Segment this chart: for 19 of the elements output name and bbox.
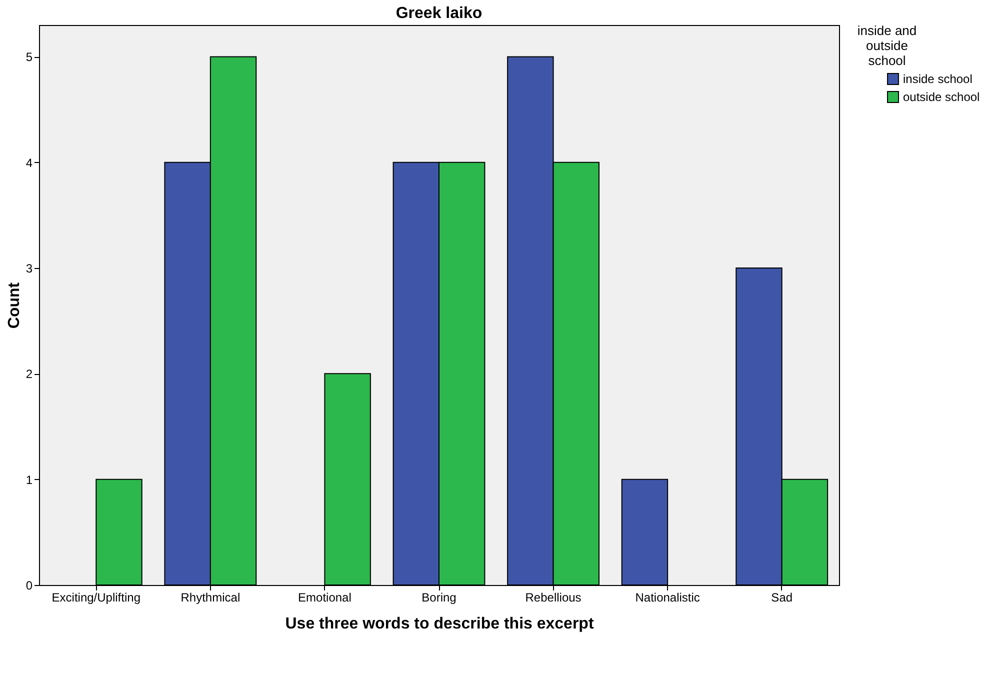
x-tick-label: Emotional xyxy=(298,590,352,604)
x-tick-label: Exciting/Uplifting xyxy=(52,590,140,604)
legend-label: inside school xyxy=(903,72,972,86)
x-axis-title: Use three words to describe this excerpt xyxy=(285,616,594,632)
y-tick-label: 2 xyxy=(26,367,33,382)
legend-title: inside and outside school xyxy=(857,23,917,68)
x-tick-label: Boring xyxy=(422,590,456,604)
y-tick-label: 5 xyxy=(26,50,33,64)
x-tick-label: Rhythmical xyxy=(180,590,240,604)
y-tick-label: 1 xyxy=(26,472,33,487)
y-tick-label: 4 xyxy=(26,156,33,170)
x-tick-label: Rebellious xyxy=(525,590,582,604)
y-tick-label: 0 xyxy=(26,578,33,592)
x-tick-label: Nationalistic xyxy=(635,590,700,604)
y-axis-title: Count xyxy=(6,282,23,329)
y-tick-label: 3 xyxy=(26,262,33,276)
x-tick-label: Sad xyxy=(771,590,793,604)
legend-label: outside school xyxy=(903,90,980,104)
chart-title: Greek laiko xyxy=(396,5,482,22)
